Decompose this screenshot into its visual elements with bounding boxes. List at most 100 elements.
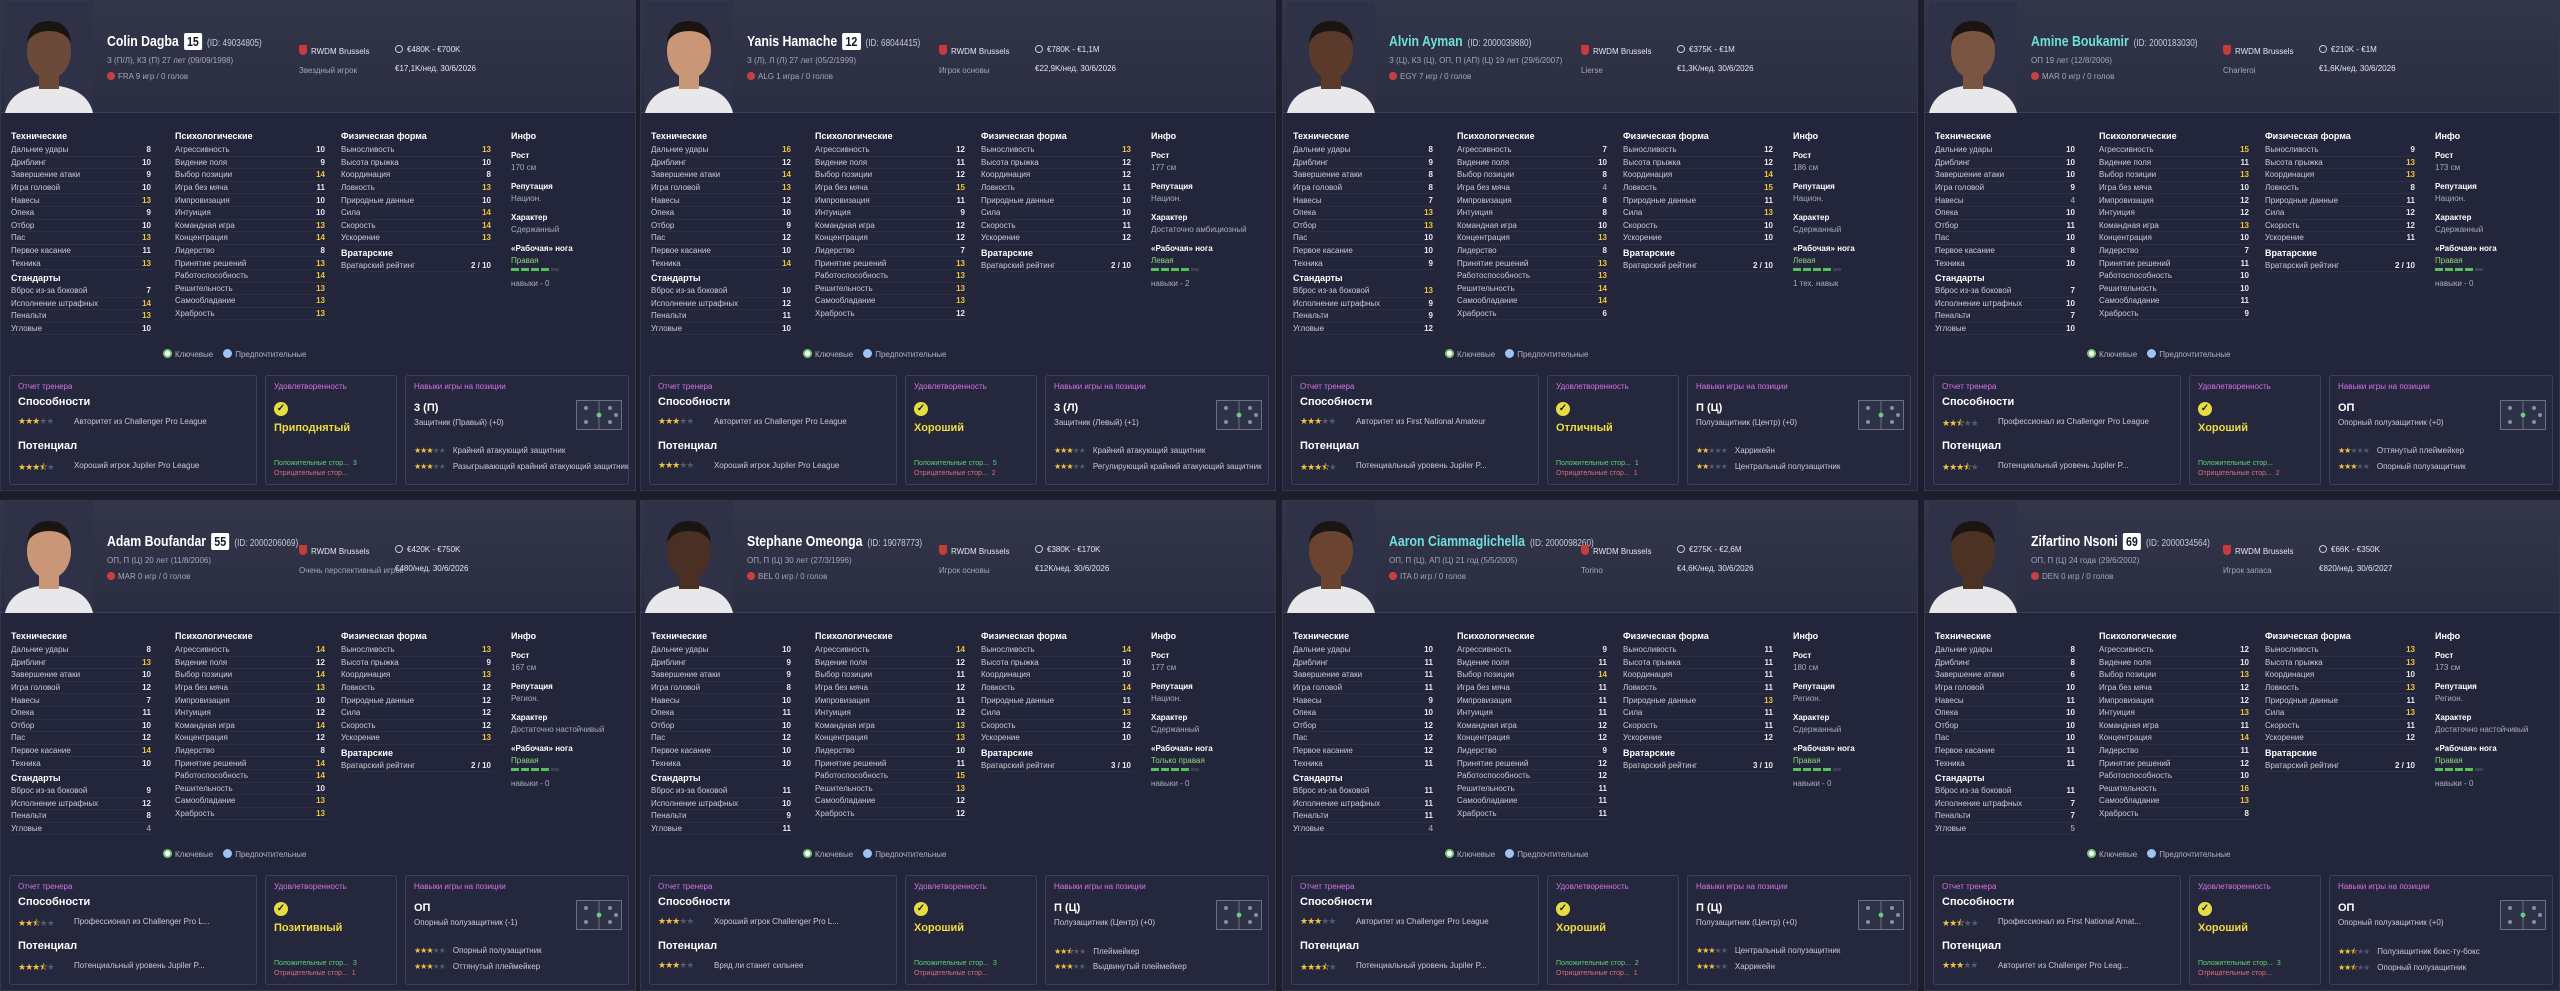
attribute-row[interactable]: Скорость 11 — [981, 220, 1133, 233]
attribute-row[interactable]: Первое касание 11 — [11, 245, 153, 258]
attribute-row[interactable]: Лидерство 7 — [2099, 245, 2251, 258]
attribute-row[interactable]: Выносливость 13 — [2265, 644, 2417, 657]
attribute-row[interactable]: Отбор 10 — [11, 220, 153, 233]
attribute-row[interactable]: Скорость 11 — [1623, 720, 1775, 733]
attribute-row[interactable]: Решительность 10 — [175, 783, 327, 796]
role-rating-row[interactable]: ★★★★★ Оттянутый плеймейкер — [2338, 446, 2464, 455]
goalkeeper-rating-row[interactable]: Вратарский рейтинг 3 / 10 — [981, 760, 1133, 773]
attribute-row[interactable]: Высота прыжка 9 — [341, 657, 493, 670]
attribute-row[interactable]: Опека 11 — [651, 707, 793, 720]
player-name[interactable]: Zifartino Nsoni 69 (ID: 2000034564) — [2031, 533, 2210, 550]
attribute-row[interactable]: Агрессивность 12 — [2099, 644, 2251, 657]
attribute-row[interactable]: Игра без мяча 15 — [815, 182, 967, 195]
attribute-row[interactable]: Высота прыжка 13 — [2265, 157, 2417, 170]
attribute-row[interactable]: Угловые 12 — [1293, 323, 1435, 336]
attribute-row[interactable]: Командная игра 10 — [1457, 220, 1609, 233]
club-name[interactable]: RWDM Brussels — [311, 47, 370, 56]
attribute-row[interactable]: Концентрация 10 — [2099, 232, 2251, 245]
attribute-row[interactable]: Скорость 12 — [981, 720, 1133, 733]
attribute-row[interactable]: Пас 13 — [11, 232, 153, 245]
club-name[interactable]: RWDM Brussels — [311, 547, 370, 556]
attribute-row[interactable]: Выносливость 12 — [1623, 144, 1775, 157]
morale-box[interactable]: Удовлетворенность ✓ Приподнятый Положительн… — [265, 375, 397, 485]
attribute-row[interactable]: Ловкость 15 — [1623, 182, 1775, 195]
position-skills-box[interactable]: Навыки игры на позиции П (Ц) Полузащитник … — [1687, 375, 1911, 485]
attribute-row[interactable]: Пенальти 9 — [1293, 310, 1435, 323]
attribute-row[interactable]: Работоспособность 14 — [175, 770, 327, 783]
ability-note[interactable]: Авторитет из Challenger Pro League — [74, 417, 207, 426]
goalkeeper-rating-row[interactable]: Вратарский рейтинг 2 / 10 — [1623, 260, 1775, 273]
attribute-row[interactable]: Угловые 5 — [1935, 823, 2077, 836]
attribute-row[interactable]: Отбор 9 — [651, 220, 793, 233]
club-info[interactable]: RWDM Brussels Игрок основы — [939, 545, 1049, 575]
attribute-row[interactable]: Храбрость 12 — [815, 308, 967, 321]
attribute-row[interactable]: Храбрость 6 — [1457, 308, 1609, 321]
attribute-row[interactable]: Лидерство 8 — [175, 745, 327, 758]
goalkeeper-rating-row[interactable]: Вратарский рейтинг 2 / 10 — [2265, 260, 2417, 273]
attribute-row[interactable]: Импровизация 11 — [1457, 694, 1609, 707]
attribute-row[interactable]: Храбрость 8 — [2099, 808, 2251, 821]
coach-report-box[interactable]: Отчет тренера Способности ★★★★★ Авторитет и… — [1291, 375, 1539, 485]
role-rating-row[interactable]: ★★⯪★★ Опорный полузащитник — [2338, 962, 2466, 976]
attribute-row[interactable]: Храбрость 9 — [2099, 308, 2251, 321]
attribute-row[interactable]: Игра головой 10 — [1935, 682, 2077, 695]
attribute-row[interactable]: Пас 10 — [1935, 232, 2077, 245]
attribute-row[interactable]: Природные данные 11 — [981, 694, 1133, 707]
attribute-row[interactable]: Ловкость 12 — [341, 682, 493, 695]
attribute-row[interactable]: Первое касание 10 — [651, 745, 793, 758]
attribute-row[interactable]: Импровизация 10 — [175, 694, 327, 707]
attribute-row[interactable]: Интуиция 13 — [2099, 707, 2251, 720]
attribute-row[interactable]: Пенальти 13 — [11, 310, 153, 323]
attribute-row[interactable]: Пенальти 11 — [651, 310, 793, 323]
attribute-row[interactable]: Игра без мяча 12 — [815, 682, 967, 695]
position-skills-box[interactable]: Навыки игры на позиции ОП Опорный полузащи… — [2329, 875, 2553, 985]
attribute-row[interactable]: Дриблинг 9 — [1293, 157, 1435, 170]
attribute-row[interactable]: Выбор позиции 14 — [175, 169, 327, 182]
club-info[interactable]: RWDM Brussels Звездный игрок — [299, 45, 409, 75]
attribute-row[interactable]: Храбрость 13 — [175, 308, 327, 321]
club-info[interactable]: RWDM Brussels Lierse — [1581, 45, 1691, 75]
attribute-row[interactable]: Вброс из-за боковой 7 — [11, 285, 153, 298]
role-rating-row[interactable]: ★★★★★ Харрикейн — [1696, 446, 1775, 455]
attribute-row[interactable]: Сила 12 — [2265, 207, 2417, 220]
attribute-row[interactable]: Импровизация 10 — [175, 194, 327, 207]
attribute-row[interactable]: Первое касание 10 — [651, 245, 793, 258]
attribute-row[interactable]: Игра головой 12 — [11, 682, 153, 695]
attribute-row[interactable]: Ускорение 13 — [341, 732, 493, 745]
attribute-row[interactable]: Ловкость 8 — [2265, 182, 2417, 195]
attribute-row[interactable]: Интуиция 12 — [815, 707, 967, 720]
attribute-row[interactable]: Завершение атаки 9 — [11, 169, 153, 182]
attribute-row[interactable]: Импровизация 11 — [815, 194, 967, 207]
role-rating-row[interactable]: ★★★★★ Опорный полузащитник — [2338, 462, 2466, 471]
attribute-row[interactable]: Принятие решений 13 — [815, 257, 967, 270]
ability-note[interactable]: Авторитет из First National Amateur — [1356, 417, 1486, 426]
potential-note[interactable]: Вряд ли станет сильнее — [714, 961, 804, 970]
attribute-row[interactable]: Исполнение штрафных 9 — [1293, 298, 1435, 311]
attribute-row[interactable]: Природные данные 11 — [2265, 194, 2417, 207]
attribute-row[interactable]: Техника 11 — [1293, 757, 1435, 770]
attribute-row[interactable]: Агрессивность 7 — [1457, 144, 1609, 157]
attribute-row[interactable]: Природные данные 11 — [1623, 194, 1775, 207]
role-rating-row[interactable]: ★★★★★ Оттянутый плеймейкер — [414, 962, 540, 971]
attribute-row[interactable]: Агрессивность 14 — [175, 644, 327, 657]
attribute-row[interactable]: Выбор позиции 12 — [815, 169, 967, 182]
attribute-row[interactable]: Навесы 12 — [651, 194, 793, 207]
attribute-row[interactable]: Сила 13 — [2265, 707, 2417, 720]
attribute-row[interactable]: Ловкость 11 — [1623, 682, 1775, 695]
attribute-row[interactable]: Природные данные 10 — [341, 194, 493, 207]
attribute-row[interactable]: Навесы 7 — [11, 694, 153, 707]
attribute-row[interactable]: Ускорение 12 — [981, 232, 1133, 245]
player-card[interactable]: Zifartino Nsoni 69 (ID: 2000034564) ОП, П (… — [1924, 500, 2560, 991]
attribute-row[interactable]: Интуиция 8 — [1457, 207, 1609, 220]
club-name[interactable]: RWDM Brussels — [1593, 47, 1652, 56]
attribute-row[interactable]: Игра без мяча 12 — [2099, 682, 2251, 695]
attribute-row[interactable]: Завершение атаки 10 — [11, 669, 153, 682]
attribute-row[interactable]: Видение поля 11 — [815, 157, 967, 170]
attribute-row[interactable]: Навесы 4 — [1935, 194, 2077, 207]
attribute-row[interactable]: Лидерство 10 — [815, 745, 967, 758]
attribute-row[interactable]: Первое касание 14 — [11, 745, 153, 758]
attribute-row[interactable]: Решительность 13 — [815, 283, 967, 296]
attribute-row[interactable]: Исполнение штрафных 7 — [1935, 798, 2077, 811]
attribute-row[interactable]: Отбор 10 — [11, 720, 153, 733]
attribute-row[interactable]: Видение поля 10 — [1457, 157, 1609, 170]
